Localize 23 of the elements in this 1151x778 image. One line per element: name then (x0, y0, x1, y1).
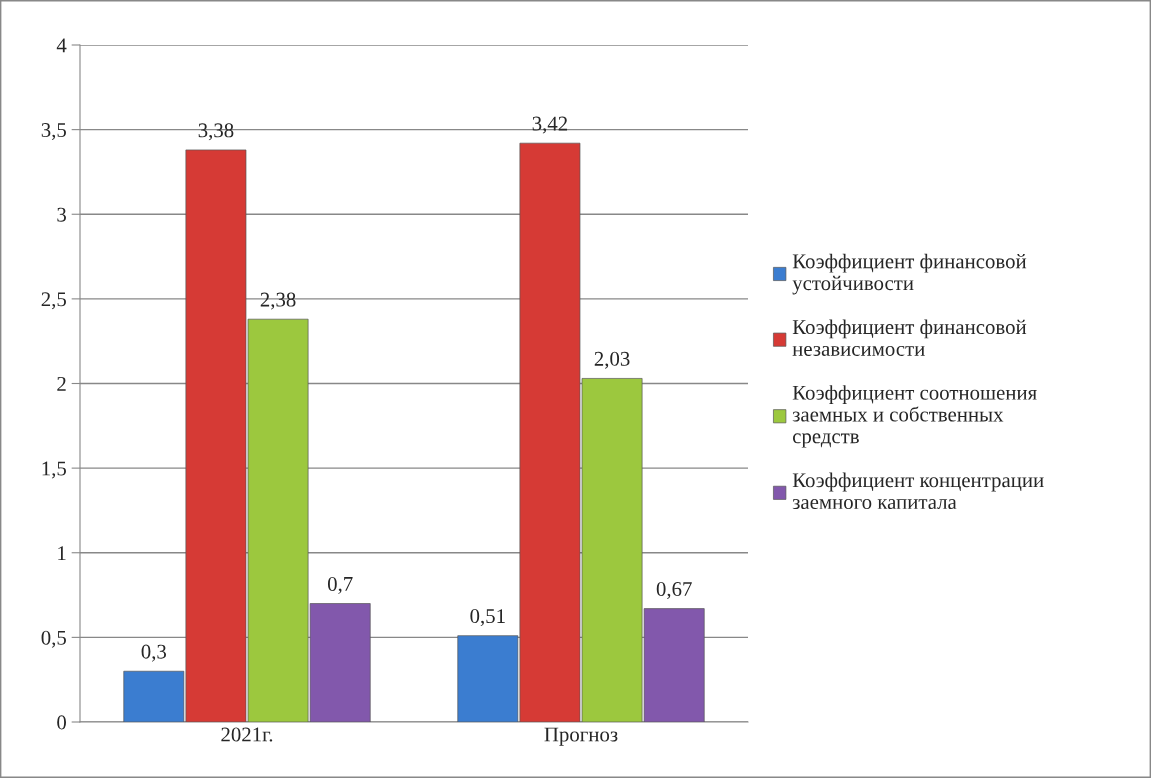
y-tick-label: 4 (56, 38, 67, 53)
data-label: 0,67 (656, 581, 692, 600)
x-tick-label: Прогноз (544, 727, 618, 746)
data-label: 0,3 (141, 644, 167, 662)
x-tick-label: 2021г. (221, 727, 273, 742)
data-label: 2,38 (260, 292, 296, 310)
y-tick-label: 3 (57, 207, 66, 222)
legend-label: Коэффициент финансовой независимости (792, 319, 1027, 356)
y-tick-label: 1,5 (42, 461, 66, 479)
legend-label: Коэффициент концентрации заемного капитала (792, 472, 1044, 510)
legend-label: Коэффициент финансовой устойчивости (792, 253, 1027, 295)
y-tick-label: 0,5 (41, 630, 66, 648)
y-tick-label: 2 (57, 376, 66, 391)
data-label: 2,03 (594, 351, 630, 369)
y-tick-label: 2,5 (41, 292, 66, 310)
legend-label: Коэффициент соотношения заемных и собственных средств (792, 385, 1037, 448)
y-tick-label: 1 (58, 546, 66, 560)
y-tick-label: 0 (57, 715, 67, 730)
y-tick-label: 3,5 (41, 123, 66, 141)
data-label: 3,38 (198, 123, 234, 141)
data-label: 0,7 (327, 576, 353, 594)
data-label: 0,51 (470, 609, 505, 627)
data-label: 3,42 (532, 116, 568, 134)
